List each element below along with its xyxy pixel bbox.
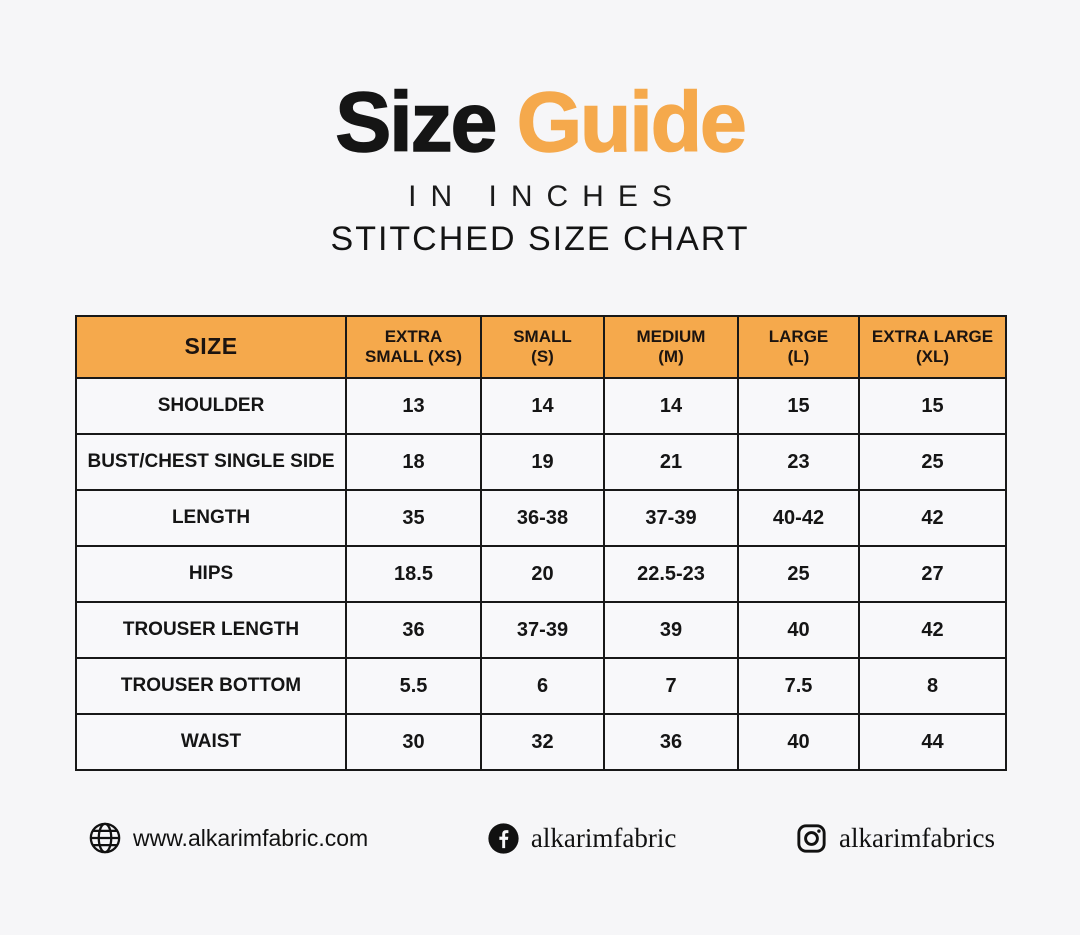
title-word-guide: Guide — [516, 75, 748, 169]
cell: 40-42 — [737, 489, 860, 547]
column-header-label: EXTRA LARGE — [871, 326, 994, 346]
cell: 13 — [345, 377, 482, 435]
column-header-label: SMALL — [513, 326, 572, 346]
column-header-large: LARGE (L) — [737, 315, 860, 379]
cell: 21 — [603, 433, 739, 491]
table-row-length: LENGTH 35 36-38 37-39 40-42 42 — [75, 489, 1007, 547]
website-link: www.alkarimfabric.com — [88, 821, 368, 855]
page-title: Size Guide — [0, 79, 1080, 165]
cell: 30 — [345, 713, 482, 771]
row-label: TROUSER BOTTOM — [75, 657, 347, 715]
cell: 8 — [858, 657, 1007, 715]
column-header-label: (M) — [658, 347, 684, 366]
table-row-waist: WAIST 30 32 36 40 44 — [75, 713, 1007, 771]
cell: 36-38 — [480, 489, 605, 547]
cell: 5.5 — [345, 657, 482, 715]
cell: 32 — [480, 713, 605, 771]
row-label: LENGTH — [75, 489, 347, 547]
cell: 36 — [603, 713, 739, 771]
column-header-label: LARGE — [768, 326, 829, 346]
column-header-label: (L) — [787, 347, 810, 366]
cell: 7 — [603, 657, 739, 715]
column-header-label: (XL) — [915, 347, 950, 366]
header-block: Size Guide IN INCHES STITCHED SIZE CHART — [0, 79, 1080, 259]
row-label: HIPS — [75, 545, 347, 603]
cell: 42 — [858, 601, 1007, 659]
website-url: www.alkarimfabric.com — [133, 824, 369, 851]
cell: 37-39 — [480, 601, 605, 659]
cell: 25 — [737, 545, 860, 603]
row-label: WAIST — [75, 713, 347, 771]
facebook-link: alkarimfabric — [487, 822, 676, 855]
column-header-label: SIZE — [184, 333, 238, 360]
cell: 37-39 — [603, 489, 739, 547]
footer: www.alkarimfabric.com alkarimfabric alka… — [88, 814, 995, 862]
cell: 6 — [480, 657, 605, 715]
cell: 42 — [858, 489, 1007, 547]
table-row-hips: HIPS 18.5 20 22.5-23 25 27 — [75, 545, 1007, 603]
instagram-handle: alkarimfabrics — [839, 822, 995, 853]
cell: 22.5-23 — [603, 545, 739, 603]
cell: 18.5 — [345, 545, 482, 603]
cell: 25 — [858, 433, 1007, 491]
column-header-label: (S) — [531, 347, 554, 366]
column-header-small: SMALL (S) — [480, 315, 605, 379]
title-word-size: Size — [335, 75, 499, 169]
column-header-extra-large: EXTRA LARGE (XL) — [858, 315, 1007, 379]
table-row-trouser-length: TROUSER LENGTH 36 37-39 39 40 42 — [75, 601, 1007, 659]
cell: 27 — [858, 545, 1007, 603]
table-row-bust-chest: BUST/CHEST SINGLE SIDE 18 19 21 23 25 — [75, 433, 1007, 491]
cell: 20 — [480, 545, 605, 603]
subtitle-in-inches: IN INCHES — [408, 180, 686, 213]
cell: 23 — [737, 433, 860, 491]
cell: 15 — [737, 377, 860, 435]
column-header-medium: MEDIUM (M) — [603, 315, 739, 379]
cell: 14 — [480, 377, 605, 435]
cell: 39 — [603, 601, 739, 659]
column-header-size: SIZE — [75, 315, 347, 379]
cell: 15 — [858, 377, 1007, 435]
title-space — [495, 75, 516, 169]
facebook-handle: alkarimfabric — [530, 822, 677, 853]
cell: 36 — [345, 601, 482, 659]
cell: 40 — [737, 713, 860, 771]
instagram-link: alkarimfabrics — [795, 822, 995, 855]
facebook-icon — [487, 822, 520, 855]
size-chart-table: SIZE EXTRA SMALL (XS) SMALL (S) MEDIUM (… — [75, 315, 1007, 771]
column-header-label: EXTRA — [384, 326, 443, 346]
table-header-row: SIZE EXTRA SMALL (XS) SMALL (S) MEDIUM (… — [75, 315, 1007, 379]
cell: 35 — [345, 489, 482, 547]
row-label: BUST/CHEST SINGLE SIDE — [75, 433, 347, 491]
cell: 7.5 — [737, 657, 860, 715]
table-row-shoulder: SHOULDER 13 14 14 15 15 — [75, 377, 1007, 435]
cell: 44 — [858, 713, 1007, 771]
instagram-icon — [795, 822, 828, 855]
cell: 18 — [345, 433, 482, 491]
subtitle-stitched-size-chart: STITCHED SIZE CHART — [330, 220, 750, 258]
row-label: SHOULDER — [75, 377, 347, 435]
column-header-extra-small: EXTRA SMALL (XS) — [345, 315, 482, 379]
cell: 40 — [737, 601, 860, 659]
cell: 14 — [603, 377, 739, 435]
column-header-label: MEDIUM — [636, 326, 706, 346]
cell: 19 — [480, 433, 605, 491]
row-label: TROUSER LENGTH — [75, 601, 347, 659]
table-row-trouser-bottom: TROUSER BOTTOM 5.5 6 7 7.5 8 — [75, 657, 1007, 715]
column-header-label: SMALL (XS) — [365, 347, 462, 366]
globe-icon — [88, 821, 122, 855]
